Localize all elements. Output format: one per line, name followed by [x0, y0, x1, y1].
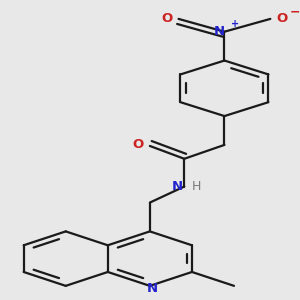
Text: −: −: [290, 5, 300, 18]
Text: H: H: [191, 180, 201, 193]
Text: N: N: [171, 180, 182, 193]
Text: +: +: [232, 20, 240, 29]
Text: O: O: [133, 138, 144, 151]
Text: N: N: [147, 282, 158, 295]
Text: N: N: [214, 25, 225, 38]
Text: O: O: [276, 12, 288, 26]
Text: O: O: [161, 12, 172, 26]
